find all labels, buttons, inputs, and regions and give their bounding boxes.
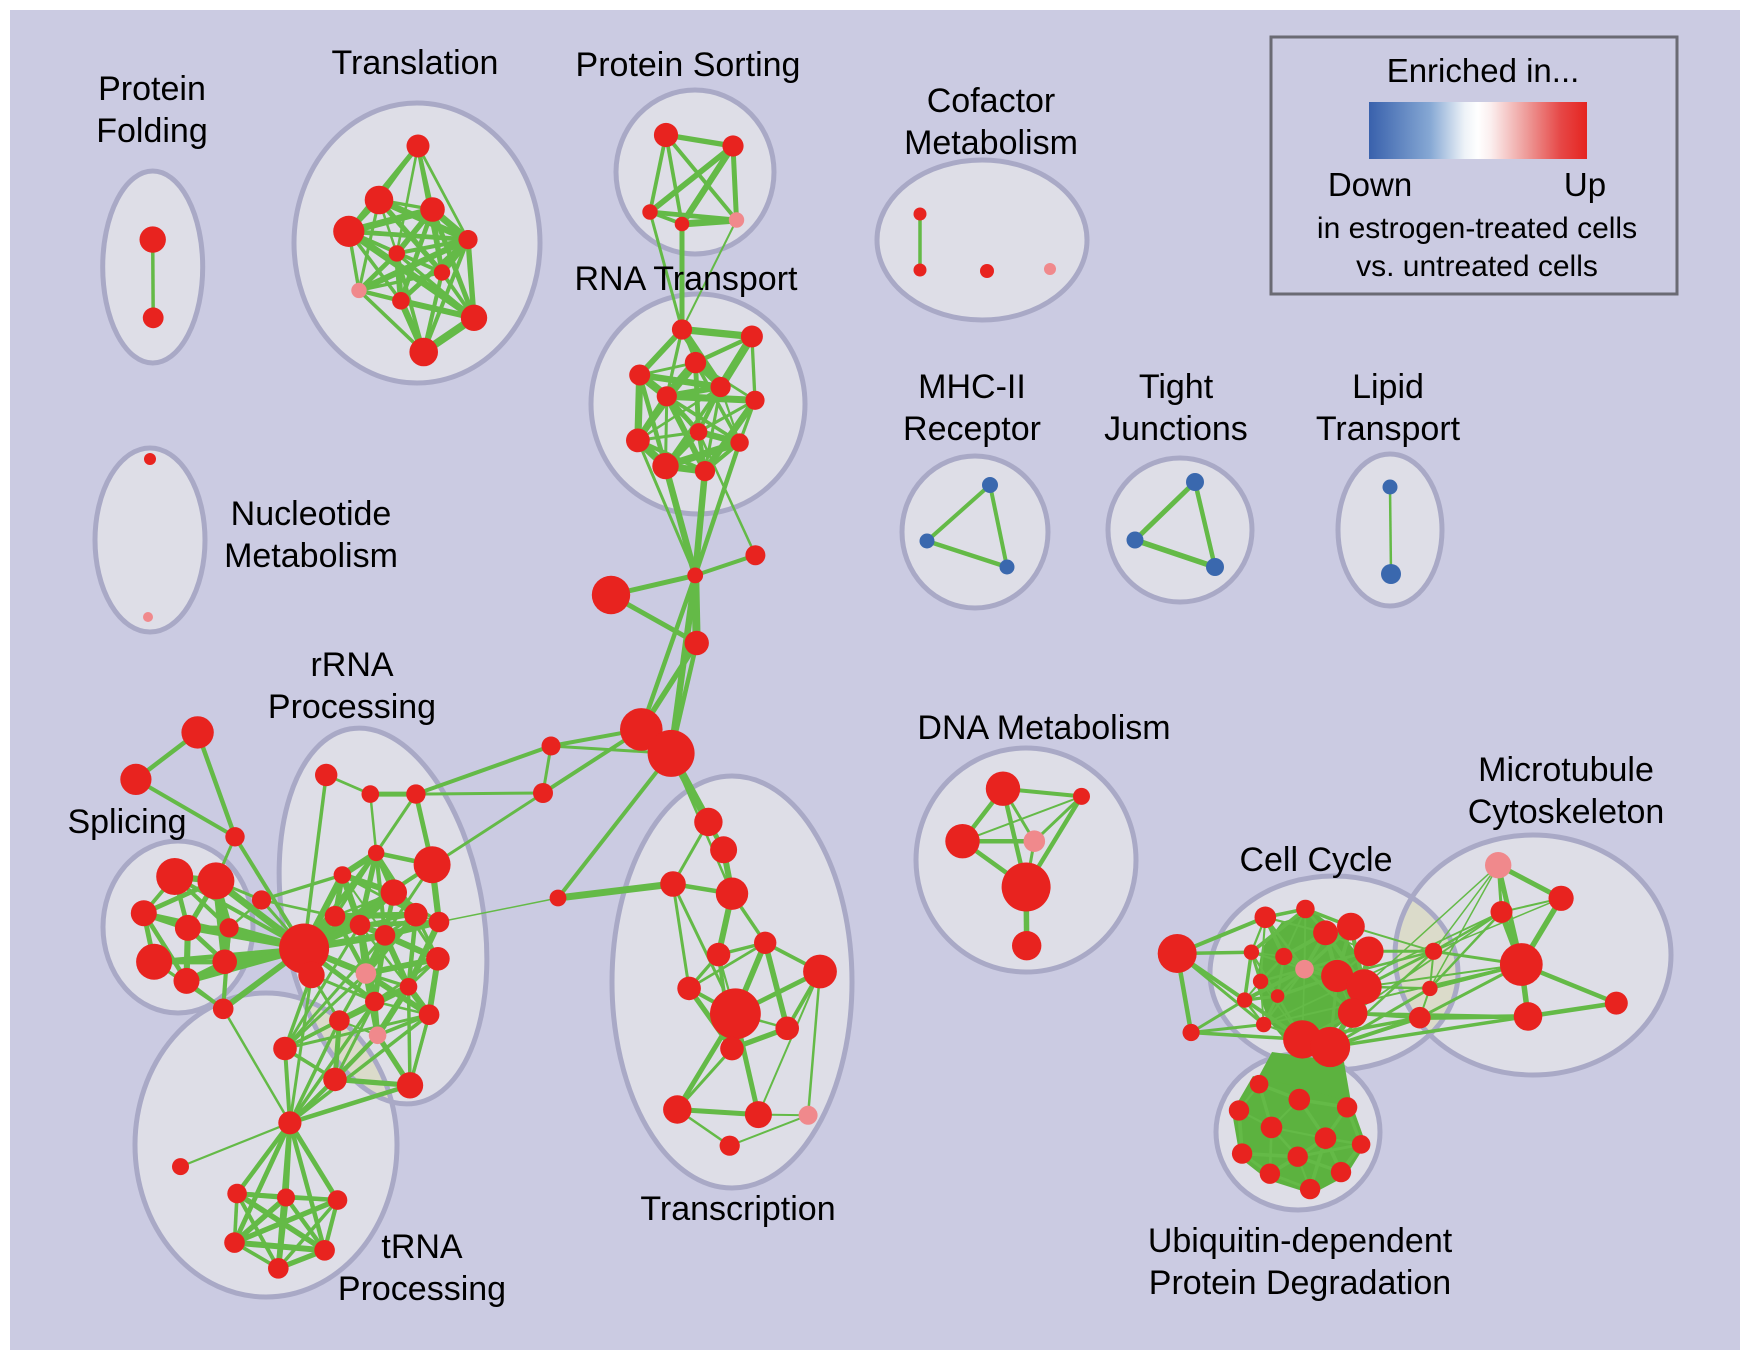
svg-text:Processing: Processing [268,688,436,726]
svg-text:Protein Sorting: Protein Sorting [576,46,801,84]
svg-text:Enriched in...: Enriched in... [1387,52,1580,89]
svg-text:Cytoskeleton: Cytoskeleton [1468,793,1665,831]
svg-text:Splicing: Splicing [67,803,186,841]
svg-text:Processing: Processing [338,1270,506,1308]
svg-text:Ubiquitin-dependent: Ubiquitin-dependent [1148,1222,1453,1260]
svg-text:tRNA: tRNA [381,1228,463,1266]
svg-text:Transcription: Transcription [640,1190,835,1228]
svg-text:Metabolism: Metabolism [224,537,398,575]
svg-text:Cofactor: Cofactor [927,82,1056,120]
svg-text:Metabolism: Metabolism [904,124,1078,162]
svg-text:Protein: Protein [98,70,206,108]
svg-text:Cell Cycle: Cell Cycle [1239,841,1392,879]
svg-text:Translation: Translation [332,44,499,82]
svg-text:Junctions: Junctions [1104,410,1248,448]
svg-text:Nucleotide: Nucleotide [231,495,392,533]
svg-text:Down: Down [1328,166,1412,203]
svg-text:Folding: Folding [96,112,208,150]
svg-text:MHC-II: MHC-II [918,368,1026,406]
svg-text:Up: Up [1564,166,1606,203]
svg-text:rRNA: rRNA [310,646,393,684]
svg-text:in estrogen-treated cells: in estrogen-treated cells [1317,212,1637,245]
svg-text:Microtubule: Microtubule [1478,751,1654,789]
svg-text:Lipid: Lipid [1352,368,1424,406]
svg-text:Tight: Tight [1139,368,1214,406]
svg-text:RNA Transport: RNA Transport [575,260,799,298]
svg-text:vs. untreated cells: vs. untreated cells [1356,250,1598,283]
svg-text:Transport: Transport [1316,410,1461,448]
svg-text:Protein Degradation: Protein Degradation [1149,1264,1451,1302]
svg-text:DNA Metabolism: DNA Metabolism [917,709,1170,747]
svg-text:Receptor: Receptor [903,410,1041,448]
